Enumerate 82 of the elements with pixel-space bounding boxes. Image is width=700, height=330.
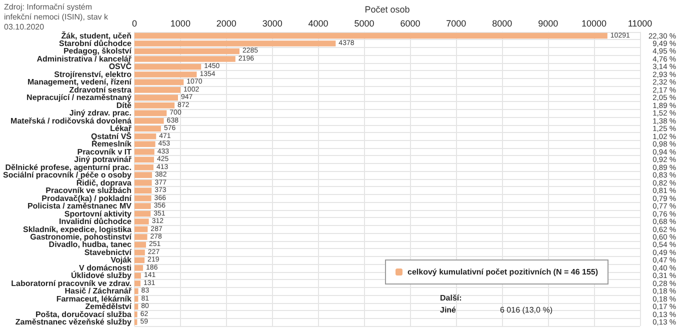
y-tick-label: Nepracující / nezaměstnaný: [26, 93, 132, 102]
x-tick-label: 8000: [492, 18, 512, 28]
y-tick-label: Ostatní VŠ: [91, 130, 132, 141]
y-tick-label: Zaměstnanec vězeňské služby: [15, 318, 132, 327]
annotation: Další:: [440, 294, 462, 302]
bar: [134, 56, 236, 62]
x-tick-label: 6000: [400, 18, 420, 28]
y-tick-label: Prodavač(ka) / pokladní: [42, 194, 132, 203]
y-tick-label: Gastronomie, pohostinství: [30, 232, 132, 242]
y-tick-label: Farmaceut, lékárník: [56, 294, 132, 304]
bar: [134, 32, 608, 39]
x-tick-label: 1000: [170, 18, 190, 28]
y-tick-label: Pracovník v IT: [77, 147, 132, 156]
bar: [134, 195, 152, 202]
x-tick-label: 7000: [446, 18, 466, 28]
y-tick-label: Mateřská / rodičovská dovolená: [10, 116, 132, 126]
y-tick-label: V domácnosti: [79, 263, 132, 272]
y-tick-label: Pracovník ve službách: [46, 186, 132, 196]
y-tick-label: Administrativa / kancelář: [36, 54, 132, 64]
bar: [134, 164, 154, 170]
text: Zdroj: Informační systém infekční nemoci (ISIN), stav k 03.10.2020: [4, 2, 110, 32]
y-tick-label: Jiný zdrav. prac.: [69, 108, 132, 118]
x-tick-label: 3000: [262, 18, 282, 28]
y-tick-label: Zdravotní sestra: [69, 85, 132, 94]
bar: [134, 257, 145, 264]
y-tick-label: Laboratorní pracovník ve zdrav.: [11, 278, 132, 288]
x-tick-label: 10000: [582, 18, 607, 28]
y-tick-label: Voják: [110, 256, 132, 265]
x-tick-label: 11000: [628, 18, 652, 28]
y-tick-label: Pošta, doručovací služba: [35, 310, 132, 319]
bar: [134, 79, 184, 86]
y-tick-label: Dítě: [116, 100, 132, 110]
bar: [134, 242, 146, 248]
y-tick-label: Management, vedení, řízení: [27, 78, 132, 87]
y-tick-label: Úklidové služby: [71, 270, 132, 280]
bar: [134, 203, 151, 209]
bar: [134, 250, 145, 256]
y-tick-label: Divadlo, hudba, tanec: [48, 240, 132, 250]
bar: [134, 94, 178, 101]
y-tick-label: OSVČ: [108, 61, 132, 72]
y-tick-label: Žák, student, učeň: [61, 30, 132, 40]
y-tick-label: Dělnické profese, agenturní prac.: [5, 162, 132, 172]
y-tick-label: Hasič / Záchranář: [64, 286, 132, 296]
x-axis-title: Počet osob: [364, 4, 410, 14]
y-tick-label: Sportovní aktivity: [64, 209, 132, 218]
y-tick-label: Řemeslník: [91, 138, 132, 149]
bar: [134, 102, 175, 108]
bar: [134, 272, 141, 279]
x-tick-label: 4000: [308, 18, 328, 28]
y-tick-label: Stavebnictví: [84, 248, 132, 257]
y-tick-label: Strojírenství, elektro: [54, 70, 132, 79]
bar: [134, 48, 240, 54]
bar: [134, 64, 202, 70]
bar: [134, 234, 148, 240]
y-tick-label: Policista / zaměstnanec MV: [27, 202, 132, 211]
y-tick-label: Skladník, expedice, logistika: [22, 224, 132, 234]
bar: [134, 265, 144, 271]
bar: [134, 210, 151, 217]
x-tick-label: 2000: [216, 18, 236, 28]
bar: [134, 72, 197, 78]
y-tick-label: Invalidní důchodce: [59, 217, 132, 226]
y-tick-label: Starobní důchodce: [59, 39, 132, 48]
bar: [134, 188, 152, 194]
annotation: Jiné: [440, 306, 457, 314]
x-tick-label: 0: [132, 18, 137, 28]
bar: [134, 110, 167, 116]
bar: [134, 218, 149, 224]
bar: [134, 87, 181, 93]
bar: [134, 180, 152, 186]
bar: [134, 226, 148, 232]
y-tick-label: Pedagog, školství: [63, 46, 132, 56]
y-tick-label: Zemědělství: [85, 302, 132, 312]
bar: [134, 280, 141, 286]
bar: [134, 172, 152, 178]
legend-label: celkový kumulativní počet pozitivních (N = 46 155): [407, 268, 598, 276]
annotation: 6 016 (13,0 %): [500, 306, 553, 314]
y-tick-label: Jiný potravinář: [74, 155, 132, 164]
y-tick-label: Lékař: [110, 124, 132, 134]
bar: [134, 40, 336, 46]
x-tick-label: 5000: [354, 18, 374, 28]
bar: [134, 288, 138, 294]
x-tick-label: 9000: [538, 18, 558, 28]
